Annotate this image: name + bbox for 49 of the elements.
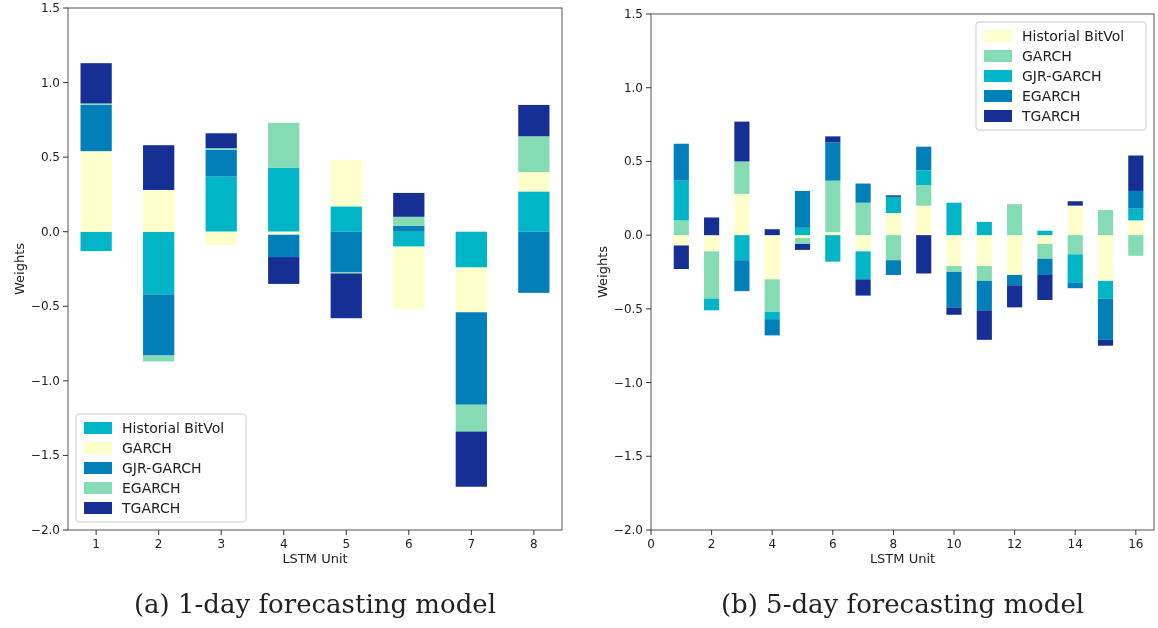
legend-label: TGARCH (121, 500, 181, 516)
y-tick-label: −0.5 (30, 299, 60, 314)
y-tick-label: 0.0 (40, 224, 60, 239)
x-tick-label: 4 (768, 537, 777, 551)
y-tick-label: −1.5 (30, 448, 60, 463)
x-tick-label: 2 (707, 537, 716, 551)
legend-label: GARCH (1022, 48, 1072, 64)
legend-label: GJR-GARCH (122, 460, 202, 476)
y-tick-label: −2.0 (30, 523, 60, 537)
x-axis-title: LSTM Unit (869, 551, 936, 566)
x-tick-label: 1 (92, 537, 100, 551)
y-tick-label: −0.5 (613, 301, 643, 316)
legend-label: EGARCH (1022, 88, 1081, 104)
y-tick-label: 1.0 (40, 75, 60, 90)
legend-label: GARCH (122, 440, 172, 456)
x-tick-label: 2 (154, 537, 163, 551)
y-tick-label: −1.5 (613, 449, 643, 464)
x-tick-label: 6 (404, 537, 413, 551)
y-tick-label: −1.0 (30, 373, 60, 388)
x-tick-label: 8 (530, 537, 538, 551)
x-tick-label: 10 (946, 537, 962, 551)
legend-label: Historial BitVol (122, 420, 225, 436)
legend-label: EGARCH (122, 480, 181, 496)
x-axis-title: LSTM Unit (282, 551, 348, 566)
y-tick-label: 1.5 (623, 7, 643, 21)
text: (b) 5-day forecasting model (720, 589, 1085, 619)
y-tick-label: 0.0 (623, 228, 643, 243)
legend-label: TGARCH (1021, 108, 1081, 124)
y-axis-title: Weights (12, 242, 27, 296)
y-tick-label: 0.5 (40, 150, 60, 165)
legend-label: GJR-GARCH (1022, 68, 1102, 84)
x-tick-label: 8 (889, 537, 898, 551)
y-axis-title: Weights (595, 245, 610, 299)
x-tick-label: 7 (467, 537, 476, 551)
x-tick-label: 4 (279, 537, 288, 551)
x-tick-label: 3 (217, 537, 226, 551)
y-tick-label: 1.5 (40, 1, 60, 15)
y-tick-label: 0.5 (623, 154, 643, 169)
x-tick-label: 0 (647, 537, 655, 551)
x-tick-label: 12 (1006, 537, 1023, 551)
y-tick-label: −1.0 (613, 375, 643, 390)
y-tick-label: 1.0 (623, 80, 643, 95)
text: (a) 1-day forecasting model (133, 589, 497, 619)
x-tick-label: 6 (828, 537, 837, 551)
legend-label: Historial BitVol (1022, 28, 1125, 44)
x-tick-label: 16 (1128, 537, 1144, 551)
x-tick-label: 14 (1067, 537, 1083, 551)
x-tick-label: 5 (342, 537, 351, 551)
y-tick-label: −2.0 (613, 523, 643, 537)
